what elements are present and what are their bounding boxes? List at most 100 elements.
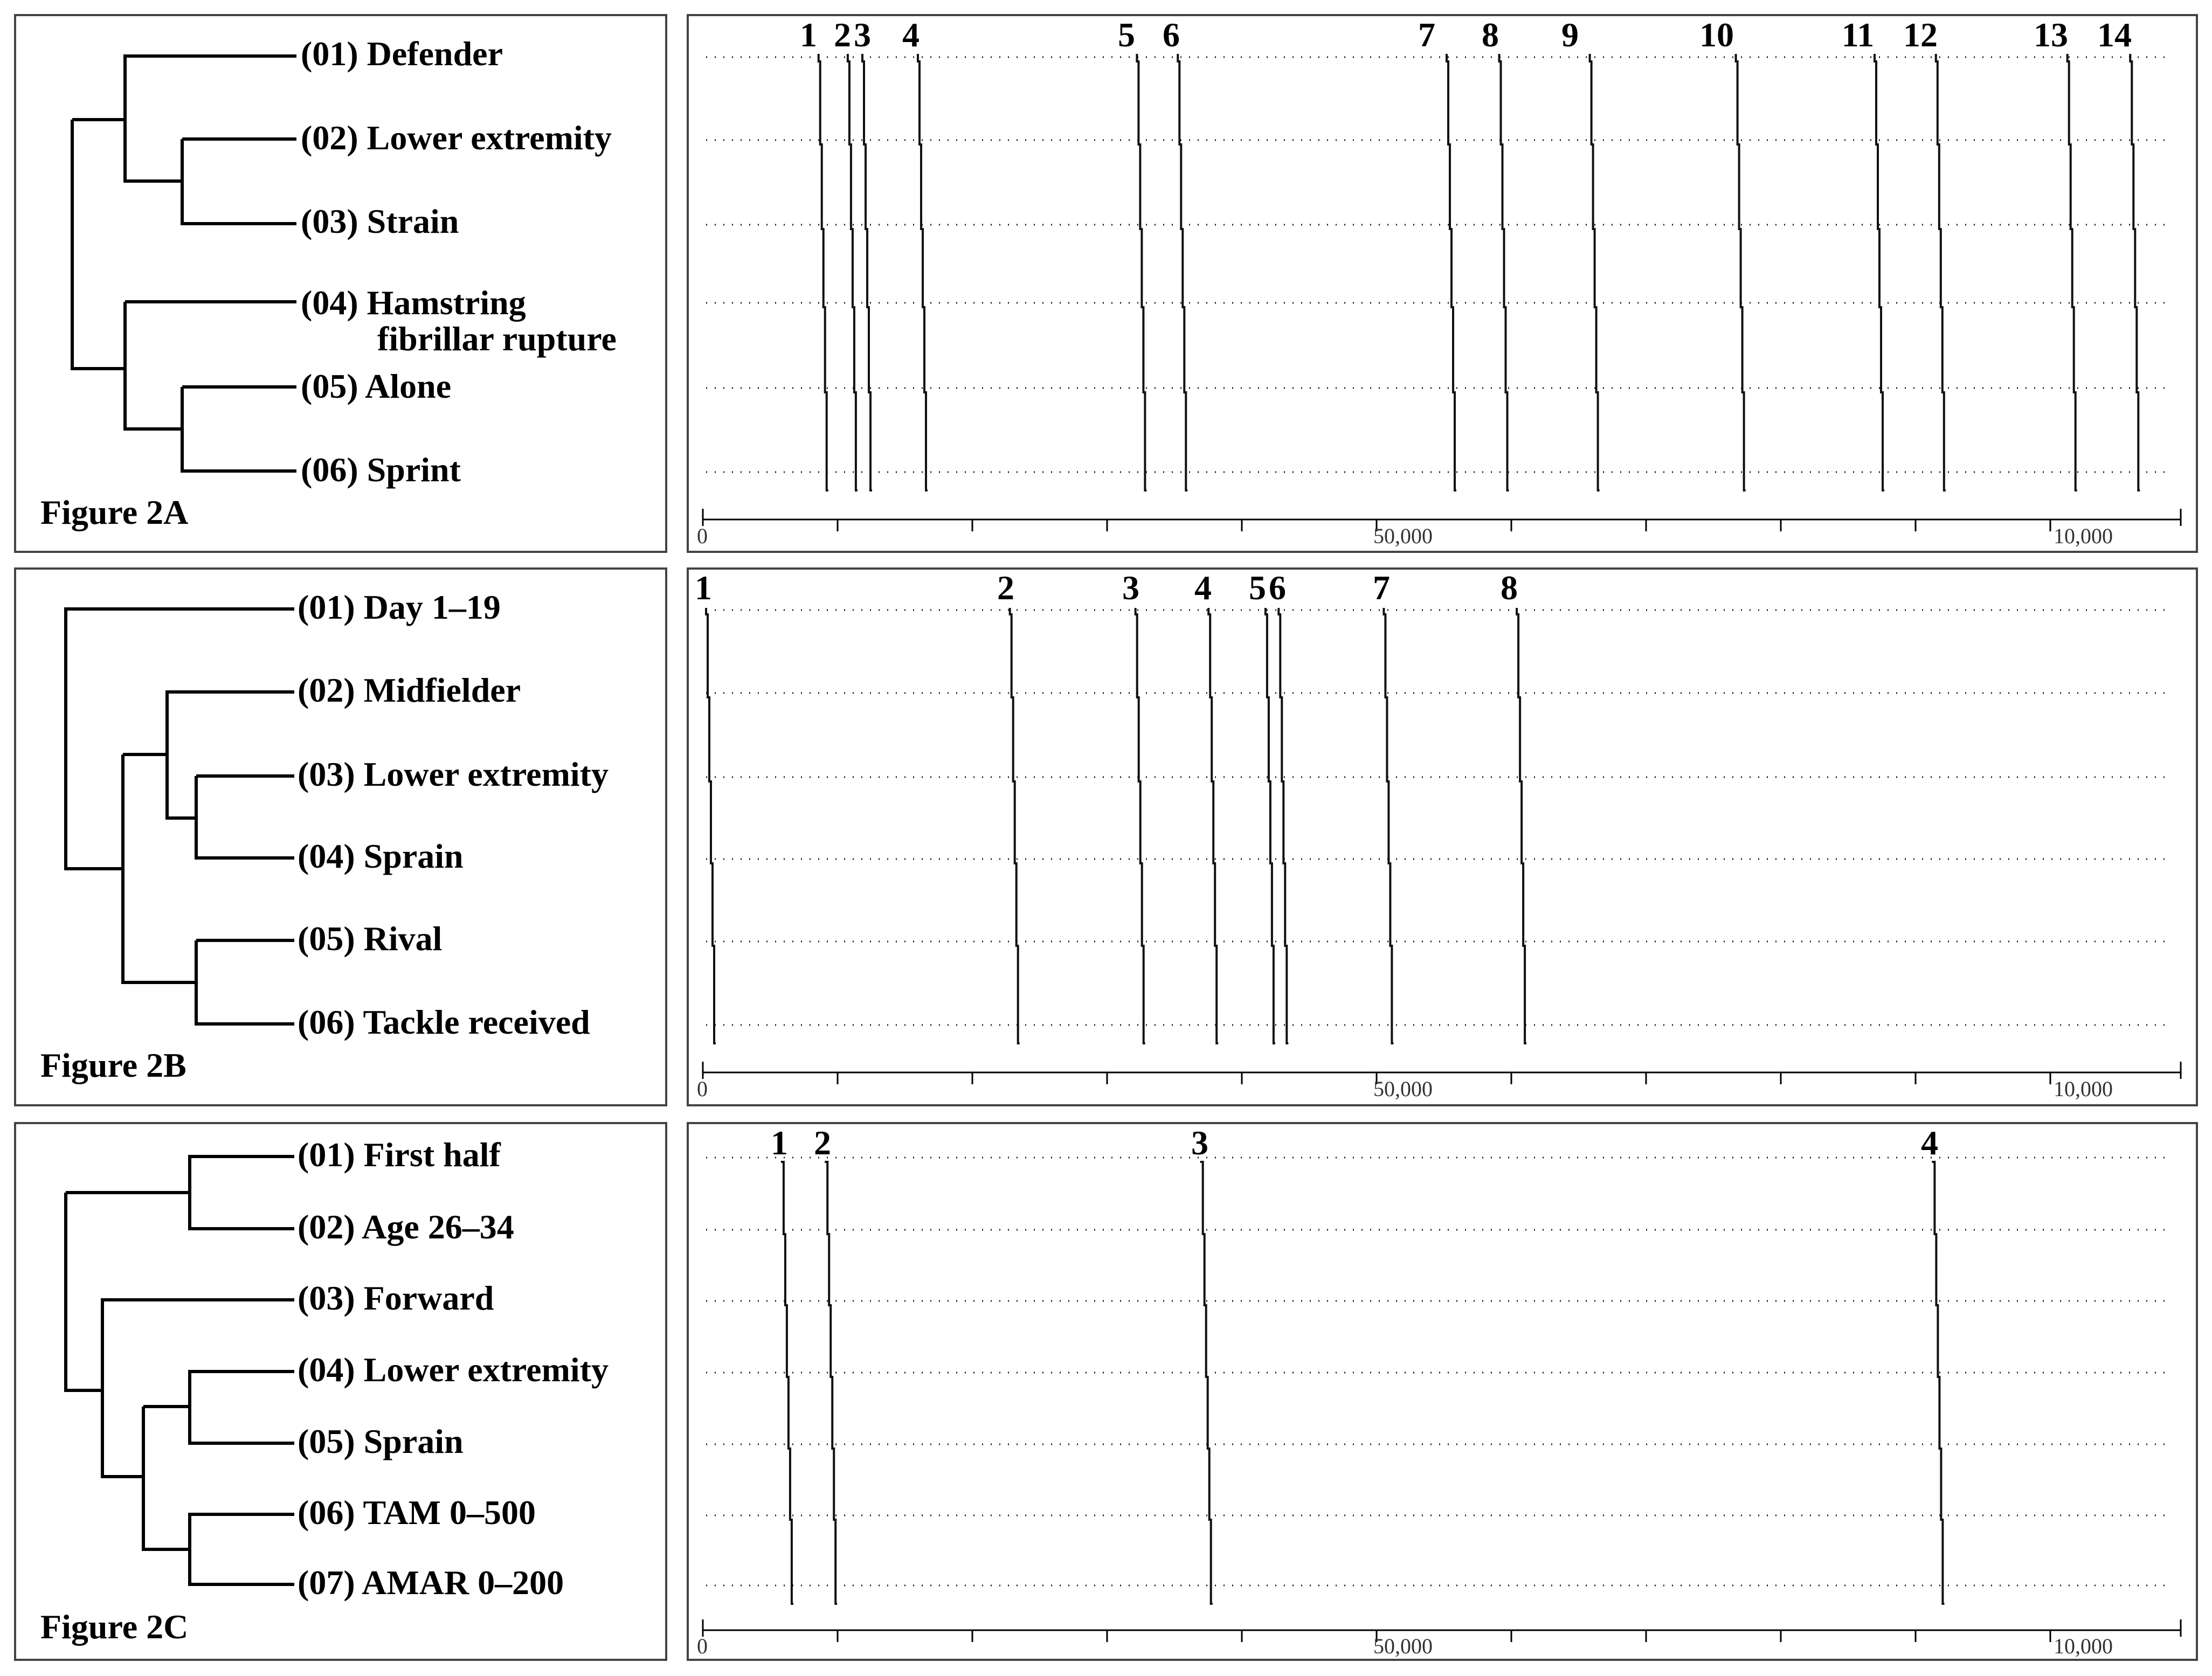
event-number: 8	[1501, 569, 1518, 607]
dendro-label: (06) Sprint	[301, 451, 461, 489]
pattern-lines-2a	[706, 54, 2167, 491]
x-axis-2c	[702, 1619, 2182, 1642]
event-number: 1	[771, 1124, 788, 1162]
event-number: 1	[800, 16, 817, 54]
event-number-labels-2b: 1 2 3 4 5 6 7 8	[695, 569, 1518, 607]
event-number: 3	[1122, 569, 1139, 607]
dendro-label: (03) Lower extremity	[298, 755, 609, 793]
event-number: 14	[2097, 16, 2132, 54]
dendro-label: (02) Age 26–34	[298, 1208, 514, 1246]
dendro-label: (05) Alone	[301, 367, 451, 405]
dendrogram-frame-2c	[14, 1122, 667, 1661]
pattern-occurrence	[846, 54, 858, 491]
figure-2a: (01) Defender (02) Lower extremity (03) …	[14, 14, 2198, 553]
dendro-label: (07) AMAR 0–200	[298, 1563, 564, 1602]
x-tick-label: 10,000	[2054, 524, 2113, 548]
pattern-occurrence	[1264, 608, 1275, 1044]
pattern-occurrence	[1134, 608, 1145, 1044]
x-tick-label: 50,000	[1373, 524, 1433, 548]
pattern-occurrence	[2066, 54, 2077, 491]
pattern-occurrence	[825, 1161, 838, 1605]
event-number-labels-2a: 1 2 3 4 5 6 7 8 9 10 11 12 13 14	[800, 16, 2132, 54]
event-number: 4	[902, 16, 920, 54]
event-number: 6	[1163, 16, 1180, 54]
pattern-occurrence	[1734, 54, 1746, 491]
dendro-label: (02) Midfielder	[298, 671, 521, 709]
dendro-label: (04) Hamstring	[301, 283, 526, 322]
dendrogram-tree-2a	[71, 54, 296, 473]
event-number: 7	[1373, 569, 1390, 607]
dendro-label: (04) Lower extremity	[298, 1351, 609, 1389]
dendro-label: (05) Sprain	[298, 1422, 464, 1460]
x-tick-label: 0	[697, 1077, 708, 1101]
pattern-lines-2c	[706, 1156, 2167, 1605]
pattern-occurrence	[1588, 54, 1600, 491]
pattern-frame-2b	[687, 567, 2198, 1106]
event-number: 11	[1842, 16, 1874, 54]
pattern-lines-2b	[705, 608, 2167, 1044]
event-number: 4	[1921, 1124, 1938, 1162]
dendrogram-tree-2b	[64, 607, 294, 1026]
figure-label: Figure 2B	[40, 1046, 186, 1084]
dendro-label: (01) Defender	[301, 34, 503, 73]
figure-2c: (01) First half (02) Age 26–34 (03) Forw…	[14, 1122, 2198, 1661]
event-number: 1	[695, 569, 712, 607]
dendro-label: (05) Rival	[298, 919, 442, 958]
pattern-occurrence	[1446, 54, 1456, 491]
event-number: 5	[1249, 569, 1266, 607]
pattern-occurrence	[1200, 1161, 1213, 1605]
event-number: 9	[1561, 16, 1579, 54]
pattern-occurrence	[1874, 54, 1884, 491]
dendro-label: (03) Forward	[298, 1279, 494, 1317]
event-number: 5	[1118, 16, 1135, 54]
event-number: 7	[1418, 16, 1435, 54]
pattern-occurrence	[1277, 608, 1289, 1044]
pattern-occurrence	[817, 54, 828, 491]
x-tick-label: 0	[697, 524, 708, 548]
event-number: 6	[1269, 569, 1286, 607]
event-number: 2	[834, 16, 851, 54]
event-number: 8	[1482, 16, 1499, 54]
event-number: 3	[854, 16, 871, 54]
event-number: 2	[997, 569, 1014, 607]
pattern-occurrence	[780, 1161, 793, 1605]
x-axis-2b	[702, 1062, 2182, 1084]
event-number-labels-2c: 1 2 3 4	[771, 1124, 1938, 1162]
x-tick-label: 0	[697, 1634, 708, 1658]
dendro-label: (06) TAM 0–500	[298, 1493, 536, 1532]
dendrogram-frame-2a	[14, 14, 667, 553]
event-number: 2	[814, 1124, 831, 1162]
pattern-occurrence	[1498, 54, 1509, 491]
figure-2b: (01) Day 1–19 (02) Midfielder (03) Lower…	[14, 567, 2198, 1106]
dendro-label: (06) Tackle received	[298, 1003, 590, 1041]
dendro-label: (02) Lower extremity	[301, 119, 612, 157]
event-number: 12	[1903, 16, 1938, 54]
pattern-occurrence	[861, 54, 872, 491]
pattern-occurrence	[705, 608, 716, 1044]
pattern-occurrence	[1136, 54, 1147, 491]
dendro-label: (03) Strain	[301, 202, 459, 240]
dendro-label: (01) Day 1–19	[298, 588, 501, 626]
event-number: 4	[1194, 569, 1212, 607]
dendrogram-frame-2b	[14, 567, 667, 1106]
dendrogram-tree-2c	[64, 1155, 294, 1586]
pattern-occurrence	[1516, 608, 1527, 1044]
x-tick-label: 50,000	[1373, 1634, 1433, 1658]
dendro-label: (01) First half	[298, 1135, 501, 1174]
pattern-occurrence	[2129, 54, 2140, 491]
event-number: 10	[1699, 16, 1734, 54]
x-tick-label: 10,000	[2054, 1077, 2113, 1101]
x-axis-2a	[702, 509, 2182, 531]
figure-label: Figure 2A	[40, 493, 188, 531]
event-number: 3	[1191, 1124, 1208, 1162]
pattern-occurrence	[917, 54, 928, 491]
dendro-label: fibrillar rupture	[377, 320, 617, 358]
pattern-occurrence	[1932, 1161, 1945, 1605]
event-number: 13	[2034, 16, 2068, 54]
pattern-occurrence	[1382, 608, 1394, 1044]
x-tick-label: 50,000	[1373, 1077, 1433, 1101]
pattern-frame-2a	[687, 14, 2198, 553]
pattern-occurrence	[1177, 54, 1188, 491]
dendro-label: (04) Sprain	[298, 837, 464, 875]
pattern-occurrence	[1207, 608, 1219, 1044]
